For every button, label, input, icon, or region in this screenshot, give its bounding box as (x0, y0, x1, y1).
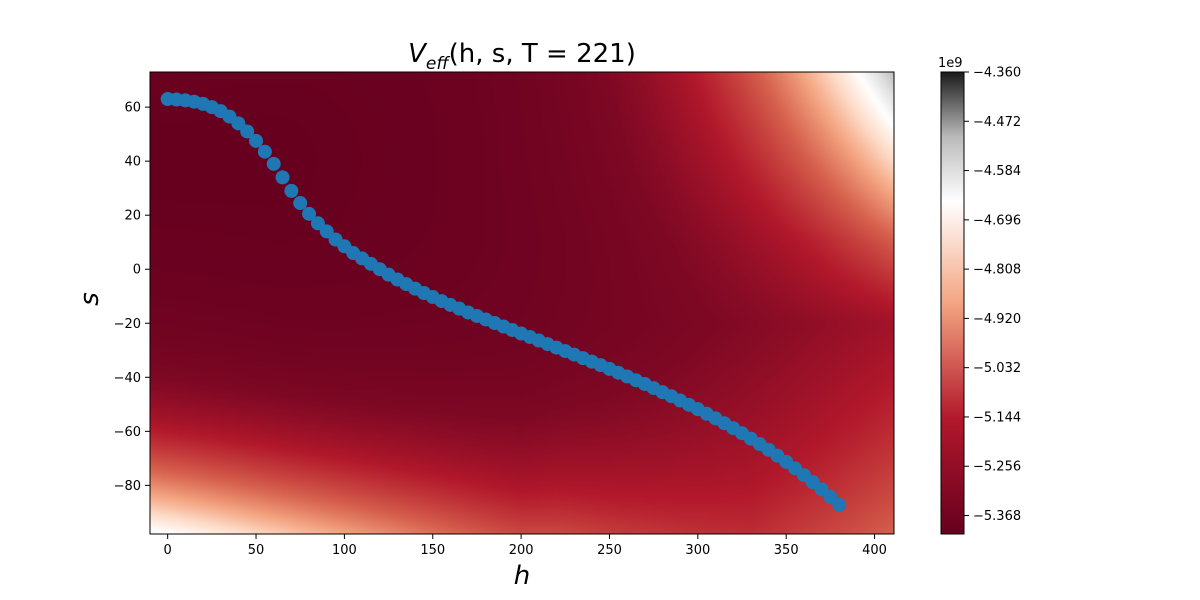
colorbar-tick-label: −5.256 (973, 460, 1021, 475)
x-tick-label: 250 (597, 543, 622, 558)
chart-title: Veff(h, s, T = 221) (408, 39, 636, 74)
colorbar-tick-label: −4.472 (973, 115, 1021, 130)
colorbar-tick-label: −5.032 (973, 361, 1021, 376)
x-tick-label: 50 (248, 543, 265, 558)
colorbar-tick-label: −5.144 (973, 410, 1021, 425)
scatter-point (832, 497, 847, 512)
x-tick-label: 300 (685, 543, 710, 558)
y-axis-label: s (75, 292, 105, 306)
y-tick-label: 20 (124, 209, 141, 224)
y-tick-label: −80 (114, 479, 141, 494)
colorbar-tick-label: −4.808 (973, 263, 1021, 278)
scatter-series (160, 92, 847, 512)
y-tick-label: 0 (133, 263, 141, 278)
colorbar-tick-label: −4.360 (973, 66, 1021, 81)
scatter-point (249, 133, 264, 148)
y-tick-label: −20 (114, 317, 141, 332)
x-tick-label: 400 (862, 543, 887, 558)
colorbar-ticks: −4.360 −4.472 −4.584 −4.696 −4.808 −4.920 −5.0… (964, 66, 1021, 524)
y-tick-label: 40 (124, 155, 141, 170)
plot-frame (149, 71, 895, 535)
x-tick-label: 350 (774, 543, 799, 558)
x-tick-label: 150 (420, 543, 445, 558)
scatter-point (302, 206, 317, 221)
scatter-point (319, 224, 334, 239)
colorbar-tick-label: −4.584 (973, 164, 1021, 179)
scatter-point (275, 170, 290, 185)
colorbar: −4.360 −4.472 −4.584 −4.696 −4.808 −4.920 −5.0… (938, 56, 1021, 535)
x-axis-label: h (514, 561, 530, 591)
scatter-point (310, 216, 325, 231)
colorbar-tick-label: −4.696 (973, 213, 1021, 228)
scatter-point (266, 156, 281, 171)
y-tick-label: 60 (124, 101, 141, 116)
y-tick-label: −40 (114, 371, 141, 386)
scatter-point (257, 144, 272, 159)
y-axis: 60 40 20 0 −20 −40 −60 −80 (114, 101, 150, 494)
y-tick-label: −60 (114, 425, 141, 440)
x-tick-label: 0 (164, 543, 172, 558)
scatter-point (293, 196, 308, 211)
plot-area (149, 71, 895, 535)
colorbar-tick-label: −5.368 (973, 509, 1021, 524)
scatter-point (284, 183, 299, 198)
scatter-point (240, 124, 255, 139)
colorbar-gradient (940, 71, 965, 535)
colorbar-exponent: 1e9 (938, 56, 963, 71)
x-tick-label: 100 (332, 543, 357, 558)
colorbar-tick-label: −4.920 (973, 312, 1021, 327)
scatter-point (231, 116, 246, 131)
heatmap-image (150, 72, 894, 534)
x-axis: 0 50 100 150 200 250 300 350 400 (164, 534, 887, 558)
x-tick-label: 200 (509, 543, 534, 558)
